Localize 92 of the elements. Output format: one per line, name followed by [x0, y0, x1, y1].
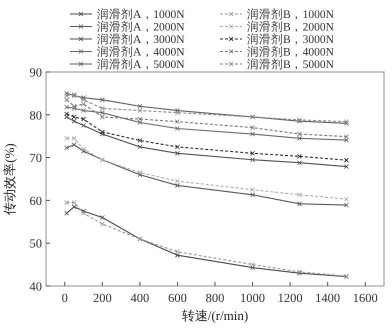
point: [64, 136, 70, 141]
point: [72, 204, 77, 210]
point: [137, 172, 142, 178]
point: [137, 120, 142, 125]
point: [250, 157, 255, 162]
y-tick-label: 80: [30, 108, 42, 122]
point: [175, 144, 180, 150]
legend-label: 润滑剂B，2000N: [247, 20, 335, 34]
x-tick-label: 400: [130, 291, 150, 305]
x-tick-label: 1400: [315, 291, 340, 305]
point: [72, 136, 77, 141]
point: [137, 138, 142, 143]
x-tick-label: 0: [62, 291, 68, 305]
point: [72, 118, 77, 124]
point: [100, 222, 105, 226]
y-tick-label: 50: [30, 236, 42, 251]
point: [64, 104, 70, 110]
legend-label: 润滑剂A，1000N: [97, 7, 186, 21]
point: [64, 200, 70, 205]
legend-label: 润滑剂A，3000N: [97, 32, 186, 46]
point: [344, 164, 349, 169]
x-tick-label: 200: [92, 291, 112, 305]
point: [344, 134, 349, 140]
point: [100, 110, 105, 116]
y-tick-label: 70: [30, 151, 42, 166]
point: [250, 262, 255, 267]
point: [175, 110, 180, 116]
y-axis-title: 传动效率(%): [2, 143, 17, 215]
point: [250, 265, 255, 270]
point: [100, 97, 105, 102]
point: [250, 125, 255, 130]
point: [81, 210, 86, 216]
point: [175, 126, 180, 131]
point: [297, 132, 302, 136]
legend-label: 润滑剂B，5000N: [247, 57, 335, 71]
y-tick-label: 40: [30, 280, 42, 294]
x-axis-title: 转速/(r/min): [182, 308, 248, 323]
point: [81, 146, 86, 152]
point: [250, 187, 255, 192]
point: [297, 192, 302, 198]
x-tick-label: 1000: [240, 291, 266, 305]
point: [81, 108, 86, 113]
point: [137, 116, 142, 122]
y-tick-label: 90: [30, 66, 42, 80]
point: [297, 201, 302, 206]
point: [175, 249, 180, 254]
legend-label: 润滑剂B，3000N: [247, 32, 335, 46]
legend-label: 润滑剂B，1000N: [247, 7, 335, 21]
point: [175, 150, 180, 156]
point: [137, 104, 142, 109]
point: [81, 148, 86, 154]
point: [100, 106, 105, 111]
point: [81, 208, 86, 214]
point: [137, 108, 142, 113]
legend-label: 润滑剂A，2000N: [97, 20, 186, 34]
x-tick-label: 1200: [278, 291, 303, 305]
point: [100, 114, 105, 120]
point: [250, 132, 255, 136]
y-tick-label: 60: [30, 194, 42, 208]
point: [297, 136, 302, 141]
point: [344, 202, 349, 208]
x-tick-label: 600: [168, 291, 187, 305]
point: [344, 196, 349, 202]
point: [297, 160, 302, 166]
point: [72, 114, 77, 120]
point: [175, 119, 180, 124]
point: [137, 170, 142, 175]
point: [81, 116, 86, 122]
point: [344, 158, 349, 163]
legend-label: 润滑剂B，4000N: [247, 44, 335, 58]
point: [64, 97, 70, 102]
point: [175, 183, 180, 188]
point: [64, 145, 70, 150]
point: [344, 138, 349, 142]
point: [64, 210, 70, 216]
x-tick-label: 1600: [352, 291, 378, 305]
legend-label: 润滑剂A，5000N: [97, 57, 186, 71]
point: [297, 154, 302, 159]
point: [175, 252, 180, 258]
x-tick-label: 800: [206, 291, 224, 305]
point: [72, 142, 77, 148]
point: [175, 178, 180, 184]
point: [137, 144, 142, 150]
point: [64, 112, 70, 116]
point: [64, 114, 70, 120]
point: [100, 215, 105, 220]
point: [81, 102, 86, 106]
point: [250, 150, 255, 156]
legend-label: 润滑剂A，4000N: [97, 44, 186, 58]
point: [72, 200, 77, 205]
point: [81, 123, 86, 128]
point: [250, 192, 255, 198]
